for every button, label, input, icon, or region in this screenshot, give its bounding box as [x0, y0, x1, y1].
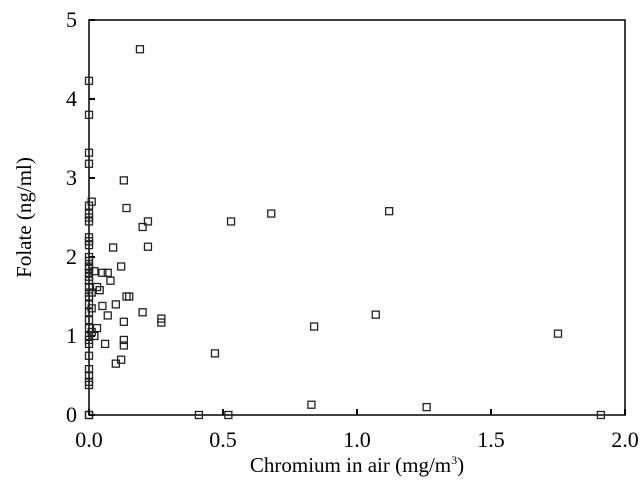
data-point: [119, 341, 128, 350]
x-axis-label-text: Chromium in air (mg/m: [250, 453, 451, 477]
data-point: [119, 335, 128, 345]
data-point: [226, 217, 236, 226]
data-point: [371, 310, 380, 319]
x-tick-label: 1.0: [343, 427, 371, 452]
data-point: [267, 209, 276, 218]
y-tick-label: 2: [66, 244, 77, 269]
data-points: [84, 45, 606, 420]
data-point: [125, 292, 134, 301]
data-point: [385, 207, 394, 216]
data-point: [103, 268, 112, 277]
data-point: [87, 197, 96, 206]
x-axis-label: Chromium in air (mg/m3): [250, 453, 464, 477]
x-tick-label: 0.5: [209, 427, 237, 452]
axis-ticks: 0.0 0.5 1.0 1.5 2.0 0 1 2 3 4 5: [66, 7, 639, 452]
y-tick-label: 5: [66, 7, 77, 32]
data-point: [596, 410, 606, 420]
plot-frame: [88, 19, 626, 416]
data-point: [87, 288, 96, 297]
data-point: [84, 148, 94, 157]
y-tick-label: 0: [66, 402, 77, 427]
data-point: [84, 159, 94, 168]
data-point: [194, 410, 204, 420]
data-point: [90, 267, 99, 276]
data-point: [98, 301, 107, 311]
data-point: [143, 242, 153, 251]
data-point: [84, 276, 94, 285]
data-point: [87, 304, 96, 313]
data-point: [84, 110, 94, 119]
data-point: [84, 410, 94, 420]
data-point: [95, 286, 104, 295]
data-point: [84, 371, 94, 380]
data-point: [84, 316, 94, 325]
data-point: [84, 339, 94, 349]
data-point: [108, 243, 118, 252]
data-point: [138, 308, 147, 317]
data-point: [84, 76, 94, 85]
x-tick-label: 0.0: [75, 427, 103, 452]
data-point: [92, 323, 102, 333]
y-tick-label: 4: [66, 86, 77, 111]
x-tick-label: 2.0: [611, 427, 639, 452]
x-tick-label: 1.5: [477, 427, 505, 452]
y-tick-label: 3: [66, 165, 77, 190]
x-axis-label-close: ): [457, 453, 464, 477]
data-point: [90, 331, 99, 341]
y-tick-label: 1: [66, 323, 77, 348]
data-point: [553, 329, 563, 338]
data-point: [210, 349, 220, 358]
data-point: [135, 45, 145, 54]
data-point: [422, 402, 431, 412]
data-point: [117, 355, 126, 364]
data-point: [103, 311, 112, 320]
data-point: [157, 314, 166, 323]
data-point: [84, 351, 94, 360]
data-point: [117, 262, 126, 271]
plot-border: [88, 19, 626, 416]
data-point: [106, 276, 115, 285]
data-point: [224, 410, 233, 420]
data-point: [309, 322, 319, 331]
data-point: [84, 282, 94, 292]
data-point: [84, 256, 94, 266]
data-point: [98, 268, 107, 277]
data-point: [122, 203, 131, 213]
data-point: [111, 300, 120, 309]
data-point: [84, 365, 94, 374]
data-point: [84, 240, 94, 250]
x-axis-label-superscript: 3: [451, 453, 457, 467]
data-point: [100, 339, 110, 349]
data-point: [122, 292, 131, 301]
data-point: [84, 268, 94, 277]
data-point: [119, 317, 128, 326]
data-point: [119, 176, 128, 185]
data-point: [138, 222, 147, 232]
data-point: [307, 400, 316, 409]
data-point: [143, 217, 153, 226]
data-point: [84, 380, 94, 390]
y-axis-label: Folate (ng/ml): [12, 157, 36, 278]
data-point: [84, 217, 94, 226]
